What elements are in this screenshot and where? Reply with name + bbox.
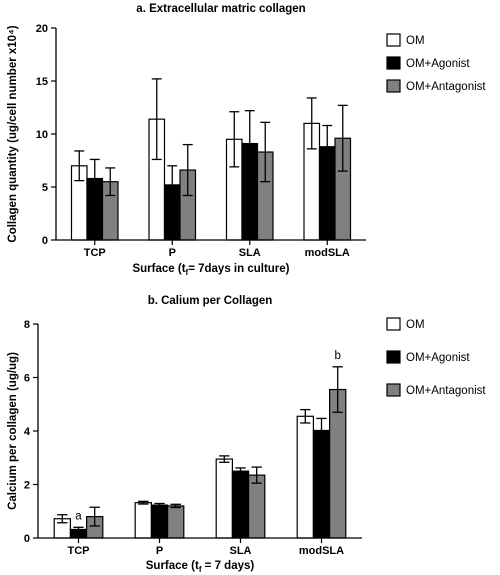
x-tick-label: TCP (84, 247, 106, 259)
y-tick-label: 10 (36, 129, 48, 141)
y-axis-label: Collagen quantity (ug/cell number x10⁴) (7, 25, 19, 242)
y-tick-label: 5 (42, 182, 48, 194)
x-tick-label: TCP (68, 545, 90, 557)
legend-swatch-om (386, 33, 401, 47)
chart-extracellular-collagen: a. Extracellular matric collagen 0 5 10 15 20… (7, 3, 486, 277)
y-tick-label: 15 (36, 76, 48, 88)
x-tick-label: SLA (230, 545, 252, 557)
legend-label-om-antagonist: OM+Antagonist (406, 385, 486, 397)
legend-swatch-om-agonist (386, 56, 401, 70)
bar-om-antagonist-p (167, 505, 185, 539)
x-tick-label: P (156, 545, 163, 557)
bar-om-modsla (296, 415, 315, 539)
y-tick-label: 0 (24, 533, 30, 545)
chart-calcium-per-collagen: b. Calium per Collagen 0 2 4 6 8 Calcium per c… (7, 295, 486, 574)
legend-label-om-agonist: OM+Agonist (406, 58, 470, 70)
bar-om-sla (215, 458, 233, 539)
x-axis-label-subscript: f (186, 268, 189, 277)
x-axis-label-tail: = 7days in culture) (188, 263, 289, 275)
y-tick-label: 2 (24, 480, 30, 492)
x-tick-label: P (169, 247, 176, 259)
bar-om-antagonist-sla (248, 474, 266, 539)
bar-om-p (134, 502, 152, 539)
legend-label-om: OM (406, 319, 425, 331)
y-tick-label: 0 (42, 235, 48, 247)
legend-label-om-agonist: OM+Agonist (406, 352, 470, 364)
x-axis-label: Surface (tf = 7 days) (146, 560, 255, 574)
x-axis-label-subscript: f (199, 565, 202, 574)
chart-title: a. Extracellular matric collagen (136, 3, 305, 15)
x-axis-label: Surface (tf= 7days in culture) (132, 263, 289, 277)
x-axis-label-main: Surface (t (132, 263, 185, 275)
legend-label-om: OM (406, 35, 425, 47)
legend-swatch-om-antagonist (386, 383, 401, 397)
y-tick-label: 20 (36, 23, 48, 35)
significance-label: a (75, 510, 82, 522)
y-tick-label: 8 (24, 319, 30, 331)
legend-label-om-antagonist: OM+Antagonist (406, 81, 486, 93)
x-tick-label: modSLA (299, 545, 344, 557)
legend-swatch-om-agonist (386, 350, 401, 364)
y-axis-label: Calcium per collagen (ug/ug) (7, 352, 19, 510)
y-tick-label: 6 (24, 373, 30, 385)
x-tick-label: modSLA (305, 247, 350, 259)
bar-om-agonist-sla (231, 470, 250, 539)
y-tick-label: 4 (24, 426, 31, 438)
x-axis-label-tail: = 7 days) (201, 560, 254, 572)
chart-title: b. Calium per Collagen (148, 295, 273, 307)
significance-label: b (334, 350, 340, 362)
legend-swatch-om (386, 317, 401, 331)
bar-om-agonist-modsla (312, 429, 331, 539)
x-axis-label-main: Surface (t (146, 560, 199, 572)
x-tick-label: SLA (239, 247, 261, 259)
bar-om-agonist-p (150, 504, 169, 539)
legend-swatch-om-antagonist (386, 79, 401, 93)
